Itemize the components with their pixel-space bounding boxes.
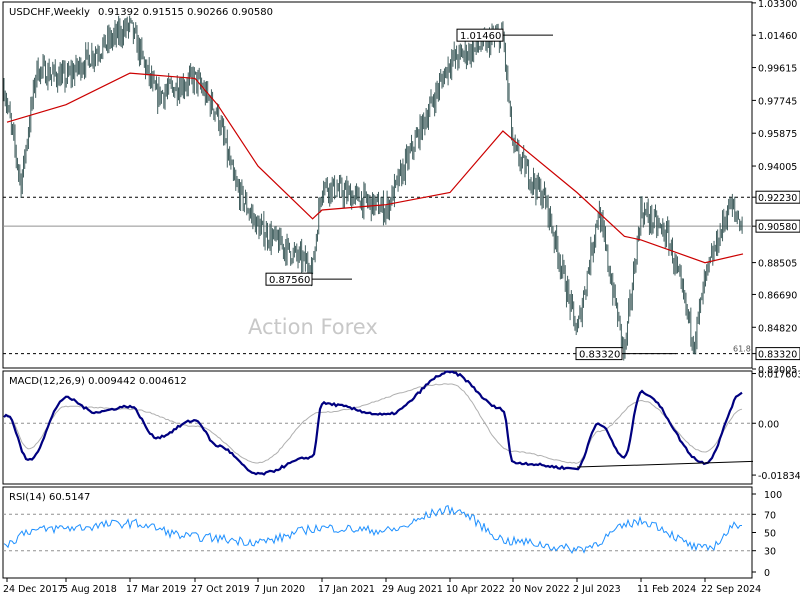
- macd-axis-label: 0.017603: [758, 370, 800, 381]
- price-axis-label: 1.01460: [758, 31, 797, 42]
- rsi-panel: RSI(14) 60.5147 100 70 50 30 0: [3, 490, 782, 579]
- rsi-label: RSI(14) 60.5147: [9, 492, 90, 503]
- macd-axis-label: -0.01834: [758, 471, 800, 482]
- rsi-axis-label: 100: [764, 490, 782, 501]
- moving-average-line: [6, 72, 744, 264]
- annotation-1.01460: 1.01460: [460, 31, 501, 42]
- price-axis-label: 0.92230: [758, 193, 797, 204]
- price-panel-frame: [2, 1, 753, 369]
- x-axis-label: 5 Aug 2018: [62, 584, 117, 595]
- annotation-0.83320: 0.83320: [579, 350, 620, 361]
- x-axis-label: 10 Apr 2022: [446, 584, 505, 595]
- price-axis-label: 0.94005: [758, 162, 797, 173]
- watermark: Action Forex: [248, 315, 378, 339]
- macd-trendline: [576, 460, 754, 468]
- rsi-line: [3, 505, 742, 554]
- x-axis-label: 27 Oct 2019: [191, 584, 250, 595]
- x-axis-label: 29 Aug 2021: [382, 584, 443, 595]
- price-axis-label: 0.83320: [758, 350, 797, 361]
- x-axis-label: 2 Jul 2023: [573, 584, 621, 595]
- price-axis-label: 0.86690: [758, 290, 797, 301]
- macd-label: MACD(12,26,9) 0.009442 0.004612: [9, 376, 187, 387]
- ohlc-label: 0.91392 0.91515 0.90266 0.90580: [98, 7, 273, 18]
- price-axis-label: 0.99615: [758, 64, 797, 75]
- price-axis-label: 0.83005: [758, 365, 797, 376]
- price-axis-label: 0.90580: [758, 222, 797, 233]
- price-level-box: [755, 219, 800, 233]
- rsi-axis-label: 50: [764, 529, 776, 540]
- fib-level-label: 61.8: [733, 345, 751, 354]
- macd-axis-label: 0.00: [758, 419, 779, 430]
- x-axis-label: 22 Sep 2024: [701, 584, 761, 595]
- symbol-label: USDCHF,Weekly: [9, 7, 90, 18]
- macd-panel-frame: [2, 370, 753, 485]
- x-axis-label: 17 Jan 2021: [318, 584, 375, 595]
- rsi-axis-label: 0: [764, 568, 770, 579]
- x-axis-label: 11 Feb 2024: [637, 584, 696, 595]
- x-axis-label: 24 Dec 2017: [3, 584, 64, 595]
- x-axis-label: 7 Jun 2020: [254, 584, 305, 595]
- macd-signal-line: [3, 383, 743, 464]
- price-panel: Action Forex 61.8 1.01460 0.87560 0.83320 1.0…: [3, 0, 800, 376]
- annotation-0.87560: 0.87560: [269, 275, 310, 286]
- price-axis-label: 0.88505: [758, 259, 797, 270]
- price-axis-label: 1.03300: [758, 0, 797, 10]
- price-axis-label: 0.84820: [758, 323, 797, 334]
- price-level-box: [755, 347, 800, 361]
- price-level-box: [755, 190, 800, 204]
- price-axis-label: 0.97745: [758, 96, 797, 107]
- x-axis-label: 20 Nov 2022: [509, 584, 570, 595]
- x-axis-label: 17 Mar 2019: [126, 584, 186, 595]
- macd-panel: MACD(12,26,9) 0.009442 0.004612 0.017603 0…: [3, 370, 800, 482]
- rsi-axis-label: 30: [764, 547, 776, 558]
- price-axis-label: 0.95875: [758, 129, 797, 140]
- macd-line: [3, 370, 743, 476]
- rsi-axis-label: 70: [764, 510, 776, 521]
